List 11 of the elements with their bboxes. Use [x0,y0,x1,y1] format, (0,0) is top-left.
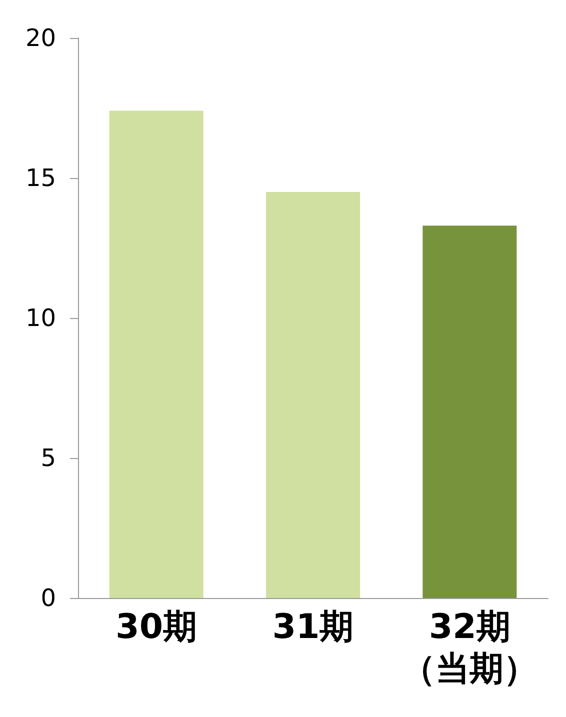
x-tick-label: 31期 [272,607,354,647]
x-tick-label: 32期（当期） [402,607,538,689]
y-tick-label: 0 [40,584,56,612]
bar [266,192,360,598]
bar [109,110,204,598]
y-tick-label: 10 [25,304,56,332]
y-tick-label: 20 [25,24,56,52]
x-tick-label: 30期 [116,607,197,647]
y-tick-label: 5 [40,444,56,472]
bar [422,226,517,598]
y-tick-label: 15 [25,164,56,192]
